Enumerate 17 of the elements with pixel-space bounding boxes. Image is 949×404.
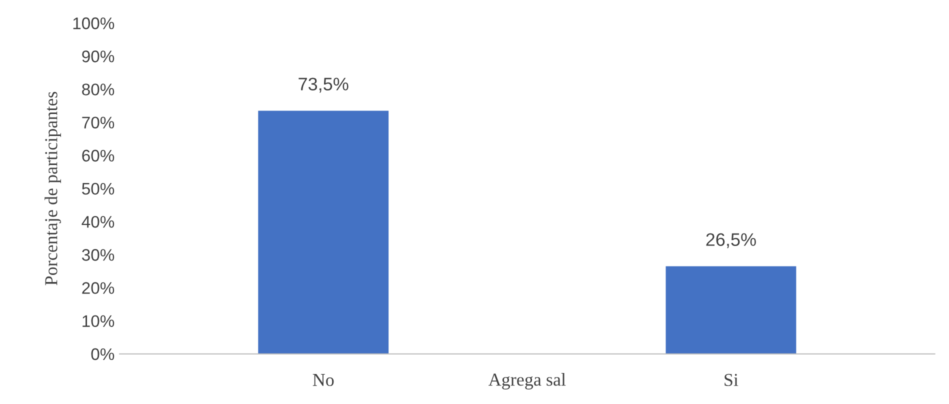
x-tick-label: No [312, 374, 334, 386]
y-tick-label: 10% [82, 315, 114, 328]
x-axis-title: Agrega sal [488, 373, 566, 390]
y-tick-label: 100% [73, 17, 114, 30]
y-tick-label: 40% [82, 216, 114, 228]
y-axis-title: Porcentaje de participantes [44, 92, 61, 286]
x-tick-label: Si [724, 374, 738, 386]
y-tick-label: 70% [82, 116, 114, 128]
y-tick-label: 60% [82, 150, 114, 162]
y-tick-label: 90% [82, 50, 114, 62]
data-label: 73,5% [298, 78, 348, 93]
y-tick-label: 0% [91, 348, 114, 360]
y-tick-label: 50% [82, 182, 114, 195]
y-tick-label: 30% [82, 249, 114, 261]
data-label: 26,5% [706, 233, 756, 248]
y-tick-label: 80% [82, 84, 114, 96]
y-tick-label: 20% [82, 282, 114, 294]
